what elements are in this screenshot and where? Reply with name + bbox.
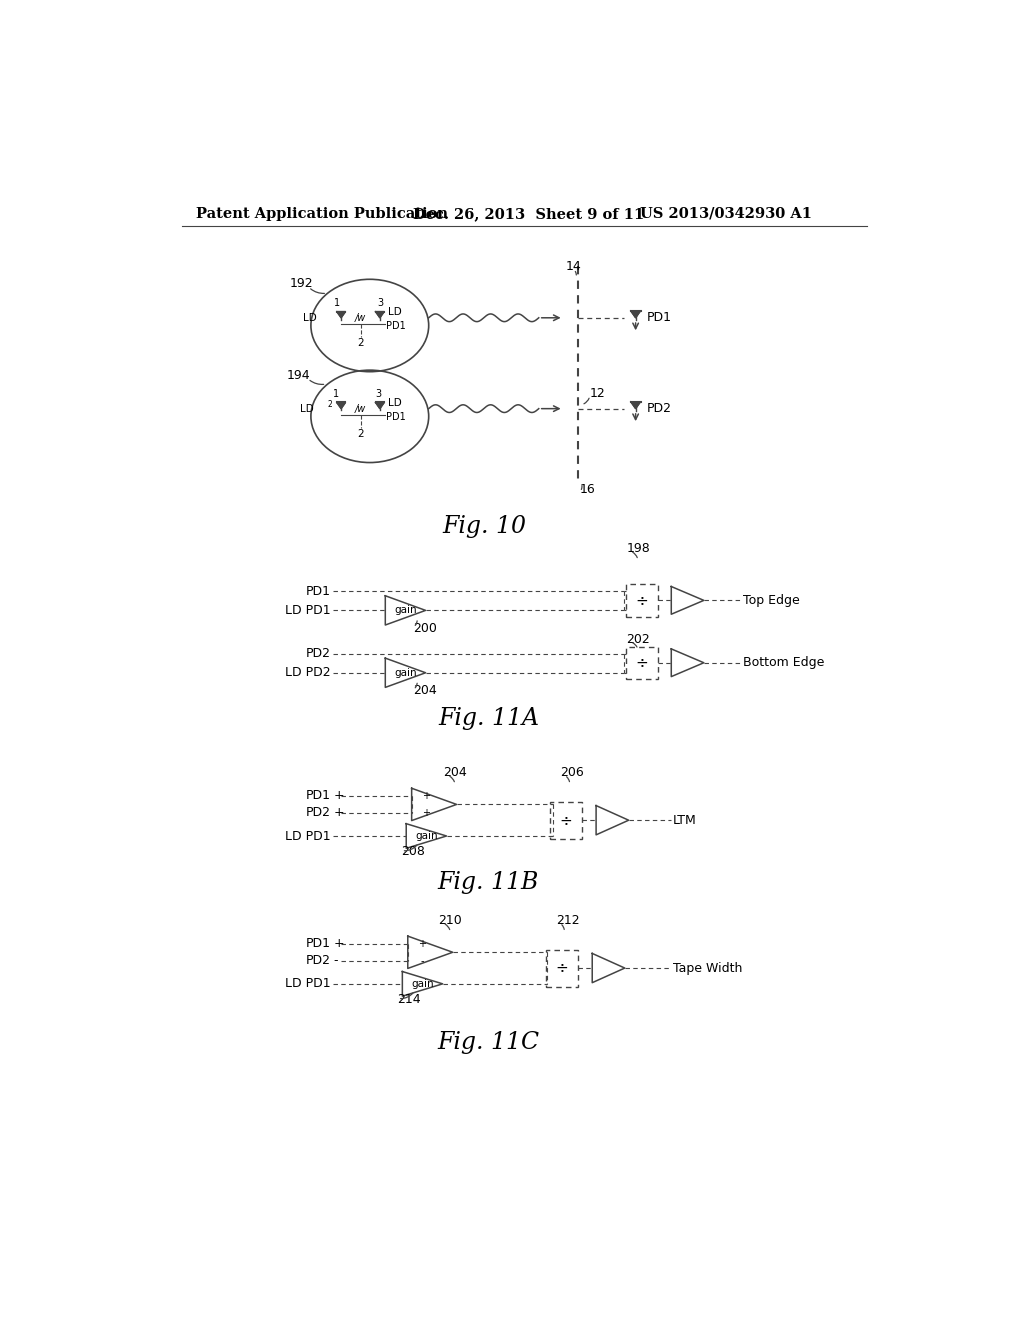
Text: 1: 1 <box>334 298 340 308</box>
Text: 204: 204 <box>414 684 437 697</box>
Polygon shape <box>631 312 640 318</box>
Text: 3: 3 <box>375 389 381 399</box>
Text: gain: gain <box>394 668 417 677</box>
Text: 16: 16 <box>580 483 596 496</box>
Text: 2: 2 <box>357 429 364 440</box>
Text: Tape Width: Tape Width <box>673 961 742 974</box>
Text: gain: gain <box>394 606 417 615</box>
Bar <box>546 949 579 986</box>
Text: LD: LD <box>388 399 401 408</box>
Text: 200: 200 <box>414 622 437 635</box>
Text: 204: 204 <box>442 767 466 779</box>
Text: Bottom Edge: Bottom Edge <box>742 656 824 669</box>
Text: gain: gain <box>415 832 437 841</box>
Text: -: - <box>421 956 424 966</box>
Text: /w: /w <box>355 313 367 323</box>
Text: 202: 202 <box>627 634 650 647</box>
Text: LD: LD <box>302 313 316 323</box>
Text: PD2: PD2 <box>306 647 331 660</box>
Text: LD PD2: LD PD2 <box>286 667 331 680</box>
Bar <box>626 585 658 616</box>
Polygon shape <box>631 401 640 409</box>
Polygon shape <box>376 403 384 409</box>
Polygon shape <box>337 403 345 409</box>
Text: LD: LD <box>388 308 401 317</box>
Text: Fig. 10: Fig. 10 <box>442 515 526 539</box>
Text: LD PD1: LD PD1 <box>286 603 331 616</box>
Text: Fig. 11C: Fig. 11C <box>437 1031 540 1053</box>
Text: 206: 206 <box>560 767 585 779</box>
Text: 214: 214 <box>397 993 421 1006</box>
Text: gain: gain <box>412 979 434 989</box>
Text: +: + <box>419 939 427 949</box>
Text: PD2: PD2 <box>306 807 331 820</box>
Text: +: + <box>334 807 344 820</box>
Polygon shape <box>376 312 384 318</box>
Text: Patent Application Publication: Patent Application Publication <box>197 207 449 220</box>
Text: PD1: PD1 <box>306 937 331 950</box>
Text: Fig. 11A: Fig. 11A <box>438 708 539 730</box>
Bar <box>550 801 583 838</box>
Text: US 2013/0342930 A1: US 2013/0342930 A1 <box>640 207 811 220</box>
Text: LD: LD <box>300 404 314 413</box>
Text: Fig. 11B: Fig. 11B <box>437 871 539 894</box>
Text: LD PD1: LD PD1 <box>286 977 331 990</box>
Text: Dec. 26, 2013  Sheet 9 of 11: Dec. 26, 2013 Sheet 9 of 11 <box>414 207 644 220</box>
Text: PD1: PD1 <box>386 321 406 331</box>
Text: PD1: PD1 <box>306 789 331 803</box>
Text: ÷: ÷ <box>559 813 572 828</box>
Text: PD2: PD2 <box>306 954 331 968</box>
Text: +: + <box>422 791 430 801</box>
Text: ÷: ÷ <box>636 655 648 671</box>
Text: +: + <box>334 789 344 803</box>
Text: ÷: ÷ <box>636 593 648 609</box>
Text: ÷: ÷ <box>556 961 568 975</box>
Text: LTM: LTM <box>673 813 696 826</box>
Text: 192: 192 <box>289 277 312 290</box>
Text: /w: /w <box>355 404 367 413</box>
Text: +: + <box>334 937 344 950</box>
Text: +: + <box>422 808 430 818</box>
Text: PD1: PD1 <box>647 312 672 325</box>
Text: 14: 14 <box>566 260 582 273</box>
Text: 194: 194 <box>287 370 310 381</box>
Text: 210: 210 <box>438 915 462 927</box>
Text: 2: 2 <box>357 338 364 348</box>
Polygon shape <box>337 312 345 318</box>
Text: 3: 3 <box>377 298 383 308</box>
Text: 208: 208 <box>400 845 425 858</box>
Bar <box>626 647 658 678</box>
Text: PD1: PD1 <box>306 585 331 598</box>
Text: LD PD1: LD PD1 <box>286 829 331 842</box>
Text: Top Edge: Top Edge <box>742 594 800 607</box>
Text: 198: 198 <box>627 541 650 554</box>
Text: PD1: PD1 <box>386 412 406 422</box>
Text: 1: 1 <box>333 389 339 399</box>
Text: -: - <box>334 954 338 968</box>
Text: 212: 212 <box>556 915 580 927</box>
Text: 2: 2 <box>328 400 332 409</box>
Text: 12: 12 <box>590 387 605 400</box>
Text: PD2: PD2 <box>647 403 672 416</box>
